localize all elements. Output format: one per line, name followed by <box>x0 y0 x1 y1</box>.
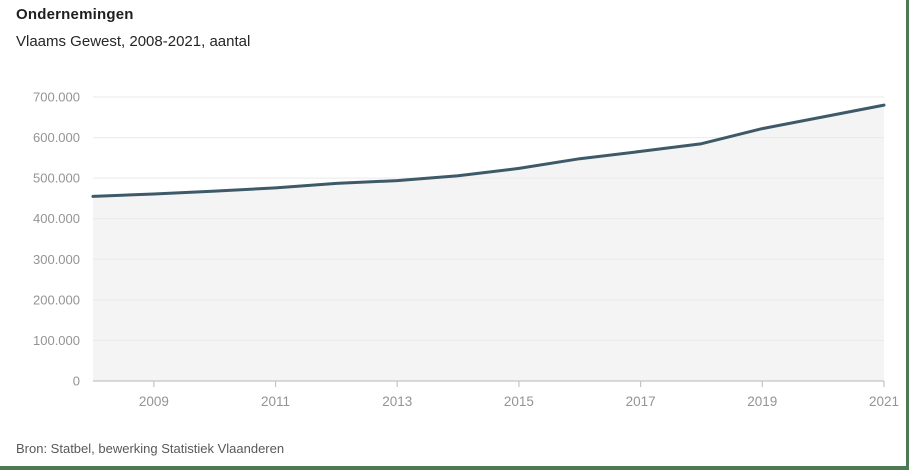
x-axis-label: 2015 <box>504 394 534 409</box>
x-axis-label: 2019 <box>747 394 777 409</box>
y-axis-label: 100.000 <box>33 333 80 348</box>
chart-title: Ondernemingen <box>16 6 134 23</box>
y-axis-label: 300.000 <box>33 252 80 267</box>
source-caption: Bron: Statbel, bewerking Statistiek Vlaa… <box>16 441 285 456</box>
x-axis-label: 2011 <box>261 394 290 409</box>
area-fill <box>93 105 884 381</box>
x-axis-label: 2017 <box>626 394 656 409</box>
y-axis-label: 400.000 <box>33 211 80 226</box>
data-line <box>91 103 886 198</box>
y-axis-label: 600.000 <box>33 130 80 145</box>
y-axis-label: 700.000 <box>33 90 80 105</box>
x-axis-label: 2013 <box>382 394 412 409</box>
x-axis-label: 2009 <box>139 394 169 409</box>
y-axis-label: 500.000 <box>33 171 80 186</box>
figure-border-bottom <box>0 466 909 470</box>
y-axis-label: 200.000 <box>33 292 80 307</box>
y-axis-label: 0 <box>73 374 80 389</box>
x-axis-label: 2021 <box>869 394 899 409</box>
figure-border-right <box>906 0 909 470</box>
chart-subtitle: Vlaams Gewest, 2008-2021, aantal <box>16 33 251 50</box>
